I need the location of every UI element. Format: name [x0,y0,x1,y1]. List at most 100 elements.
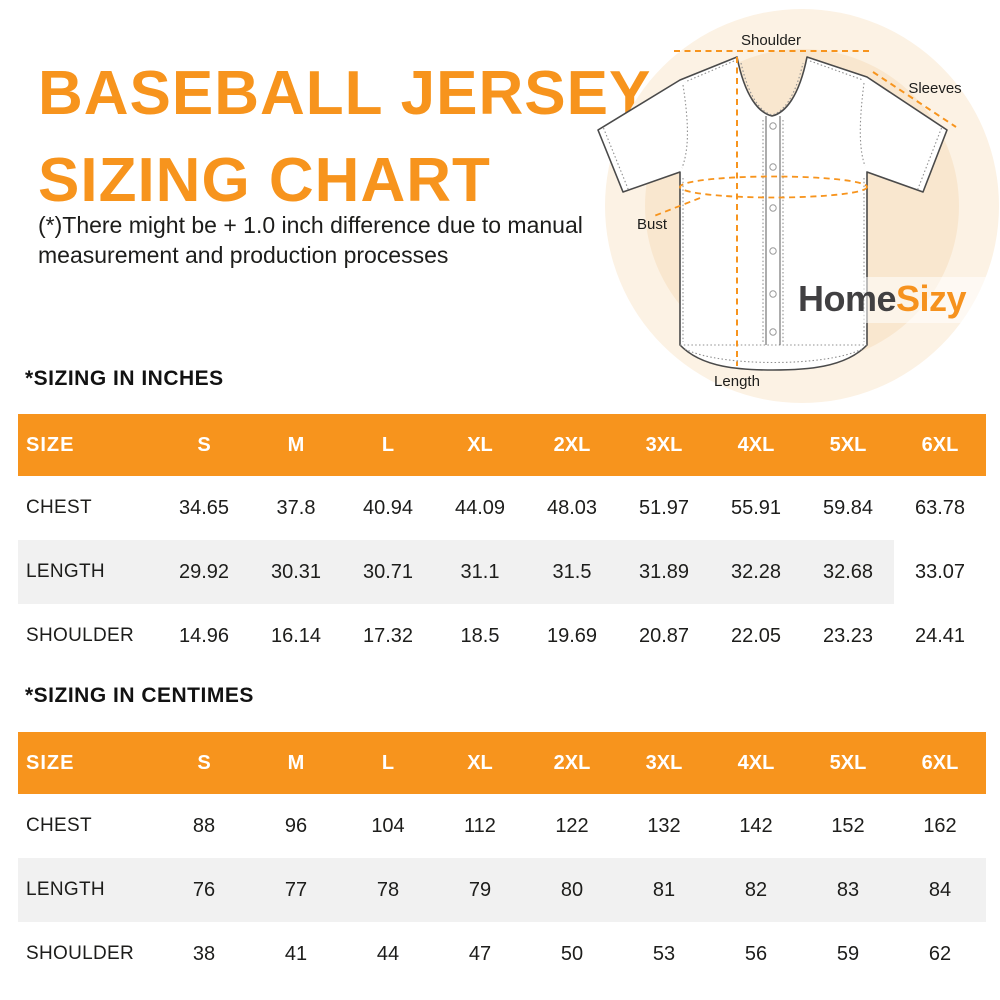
bust-guide-ellipse [679,175,868,199]
table-cell: 88 [192,814,216,837]
table-cell: 81 [618,858,710,922]
table-cell: 63.78 [914,496,966,519]
table-cell: 77 [250,858,342,922]
table-cell: 24.41 [914,624,966,647]
table-cell: 122 [555,814,589,837]
length-label: Length [714,373,760,390]
table-cell: 62 [928,942,952,965]
table-cell: 23.23 [822,624,874,647]
column-header: S [158,414,250,476]
table-row: SHOULDER 14.96 16.14 17.32 18.5 19.69 20.87 22.… [18,604,986,668]
table-row: SHOULDER 38 41 44 47 50 53 56 59 62 [18,922,986,986]
table-row: CHEST 34.65 37.8 40.94 44.09 48.03 51.97 55.91 5… [18,476,986,540]
table-cell: 53 [652,942,676,965]
column-header: 2XL [526,732,618,794]
table-cell: 132 [647,814,681,837]
table-cell: 41 [284,942,308,965]
table-cell: 112 [464,814,496,837]
table-body: CHEST 34.65 37.8 40.94 44.09 48.03 51.97 55.91 5… [18,476,986,668]
table-cell: 84 [894,858,986,922]
table-cell: 80 [526,858,618,922]
table-row: CHEST 88 96 104 112 122 132 142 152 162 [18,794,986,858]
table-cell: 30.71 [342,540,434,604]
table-cell: 34.65 [178,496,230,519]
table-cell: 83 [802,858,894,922]
table-cell: 31.89 [618,540,710,604]
table-cell: 51.97 [638,496,690,519]
jersey-diagram: Shoulder Sleeves Bust Length HomeSizy [570,0,1000,412]
column-header: 4XL [710,732,802,794]
table-cell: 79 [434,858,526,922]
column-header: 3XL [618,414,710,476]
bust-pointer-line [653,197,701,217]
table-cell: 76 [158,858,250,922]
column-header: M [250,732,342,794]
page-title-line1: BASEBALL JERSEY [38,58,652,128]
column-header: 4XL [710,414,802,476]
sizing-table-cm: SIZE S M L XL 2XL 3XL 4XL 5XL 6XL CHEST 88 96 104 112… [18,732,986,986]
column-header: L [342,414,434,476]
header-row: SIZE S M L XL 2XL 3XL 4XL 5XL 6XL [18,414,986,476]
column-header: 5XL [802,732,894,794]
logo-sizy: Sizy [896,278,967,319]
table-cell: 17.32 [362,624,414,647]
sleeves-label: Sleeves [908,80,961,97]
table-cell: 78 [342,858,434,922]
table-cell: 20.87 [638,624,690,647]
table-cell: 59.84 [822,496,874,519]
table-head: SIZE S M L XL 2XL 3XL 4XL 5XL 6XL [18,414,986,476]
column-header: 5XL [802,414,894,476]
column-header: 6XL [894,414,986,476]
table-cell: 56 [744,942,768,965]
column-header: 3XL [618,732,710,794]
jersey-illustration: Shoulder Sleeves Bust Length HomeSizy [597,9,1000,403]
table-cell: 104 [371,814,405,837]
table-cell: 55.91 [730,496,782,519]
logo-text: HomeSizy [798,278,967,319]
table-row: LENGTH 76 77 78 79 80 81 82 83 84 [18,858,986,922]
table-cell: 47 [468,942,492,965]
table-cell: 44 [376,942,400,965]
table-cell: 19.69 [546,624,598,647]
row-label: SHOULDER [26,943,134,964]
table-cell: 16.14 [270,624,322,647]
table-cell: 96 [284,814,308,837]
table-cell: 162 [923,814,957,837]
column-header: S [158,732,250,794]
table-cell: 152 [831,814,865,837]
table-cell: 44.09 [454,496,506,519]
page-title-line2: SIZING CHART [38,145,491,215]
table-cell: 142 [739,814,773,837]
jersey-outline [597,56,948,371]
sizing-table-inches: SIZE S M L XL 2XL 3XL 4XL 5XL 6XL CHEST 34.65 37.8 4… [18,414,986,668]
column-header: M [250,414,342,476]
brand-logo: HomeSizy [798,277,1000,323]
table-cell: 29.92 [158,540,250,604]
table-cell: 37.8 [276,496,316,519]
table-cell: 31.5 [526,540,618,604]
table-cell: 32.68 [802,540,894,604]
column-header: 6XL [894,732,986,794]
table-cell: 22.05 [730,624,782,647]
table-body: CHEST 88 96 104 112 122 132 142 152 162 LENGTH 76 77… [18,794,986,986]
table-cell: 33.07 [894,540,986,604]
inches-section-heading: *SIZING IN INCHES [25,367,224,390]
column-header: SIZE [18,732,158,794]
row-label: SHOULDER [26,625,134,646]
table-cell: 50 [560,942,584,965]
cm-section-heading: *SIZING IN CENTIMES [25,684,254,707]
table-head: SIZE S M L XL 2XL 3XL 4XL 5XL 6XL [18,732,986,794]
logo-backdrop [861,277,1000,323]
row-label: CHEST [26,497,92,518]
header-row: SIZE S M L XL 2XL 3XL 4XL 5XL 6XL [18,732,986,794]
jersey-placket [765,116,781,345]
table-row: LENGTH 29.92 30.31 30.71 31.1 31.5 31.89 32.28 3… [18,540,986,604]
table-cell: 14.96 [178,624,230,647]
row-label: CHEST [26,815,92,836]
column-header: XL [434,414,526,476]
table-cell: 40.94 [362,496,414,519]
column-header: SIZE [18,414,158,476]
table-cell: 32.28 [710,540,802,604]
column-header: L [342,732,434,794]
